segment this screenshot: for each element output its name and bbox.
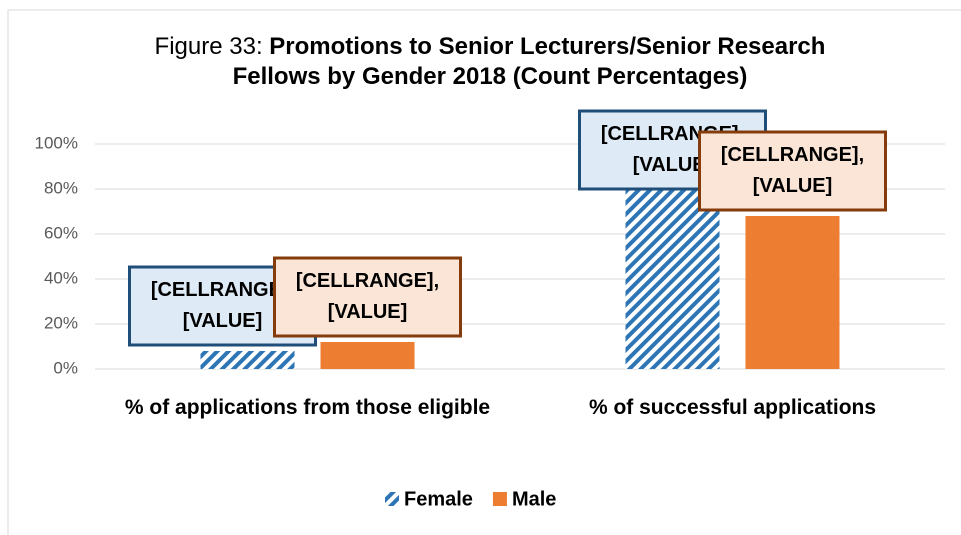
y-tick-label: 20%	[44, 313, 78, 332]
data-label-box	[273, 256, 462, 338]
y-tick-label: 40%	[44, 268, 78, 287]
data-label: [CELLRANGE], [VALUE]	[295, 270, 440, 323]
data-label-box: [CELLRANGE], [VALUE]	[295, 270, 440, 323]
legend-label: Female	[404, 488, 473, 510]
chart-title: Figure 33: Promotions to Senior Lecturer…	[110, 32, 870, 92]
legend-label: Male	[512, 488, 556, 510]
chart-border	[7, 9, 961, 535]
title-prefix: Figure 33:	[154, 33, 263, 60]
data-label-box: [CELLRANGE], [VALUE]	[150, 279, 295, 332]
title-main: Promotions to Senior Lecturers/Senior Re…	[232, 33, 826, 90]
bar	[200, 351, 295, 369]
title-box: Figure 33: Promotions to Senior Lecturer…	[110, 32, 870, 92]
data-label-box	[698, 130, 887, 212]
x-tick-label-box: % of successful applications	[588, 396, 877, 419]
y-tick-label: 100%	[35, 133, 78, 152]
x-tick-label-box: % of applications from those eligible	[124, 396, 491, 419]
x-tick-label: % of applications from those eligible	[124, 396, 491, 419]
data-label: [CELLRANGE], [VALUE]	[720, 144, 865, 197]
bar	[320, 342, 415, 369]
y-tick-label: 80%	[44, 178, 78, 197]
legend-swatch	[492, 492, 507, 506]
x-tick-label: % of successful applications	[588, 396, 877, 419]
data-label: [CELLRANGE], [VALUE]	[150, 279, 295, 332]
y-tick-label: 60%	[44, 223, 78, 242]
bar	[745, 216, 840, 369]
legend-swatch	[385, 492, 399, 506]
data-label-box: [CELLRANGE], [VALUE]	[720, 144, 865, 197]
y-tick-label: 0%	[53, 358, 78, 377]
